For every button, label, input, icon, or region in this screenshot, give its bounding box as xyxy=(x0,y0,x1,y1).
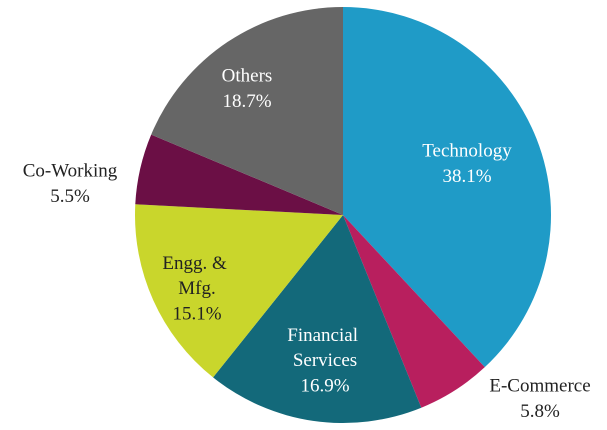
pie-slice xyxy=(151,7,343,215)
slice-label: Financial Services xyxy=(287,325,362,371)
slice-label-line: Co-Working xyxy=(23,161,118,182)
slice-label-line: Financial xyxy=(287,325,362,346)
slice-label: E-Commerce xyxy=(489,376,590,397)
value-label: 16.9% xyxy=(300,375,349,396)
slice-label: Engg. & Mfg. xyxy=(162,253,231,299)
pie-slice xyxy=(343,7,551,368)
value-label: 15.1% xyxy=(172,303,221,324)
slice-label-line: Others xyxy=(222,66,273,87)
slice-label-line: Services xyxy=(293,350,357,371)
slice-label: Others xyxy=(222,66,273,87)
slice-label: Co-Working xyxy=(23,161,118,182)
value-label: 5.5% xyxy=(50,186,90,207)
slice-label: Technology xyxy=(422,141,512,162)
slice-label-line: Mfg. xyxy=(178,278,215,299)
slice-label-line: E-Commerce xyxy=(489,376,590,397)
pie-slice xyxy=(213,215,422,423)
slice-label-line: Technology xyxy=(422,141,512,162)
pie-slice xyxy=(135,134,343,215)
slice-label-line: Engg. & xyxy=(162,253,231,274)
pie-slice xyxy=(343,215,485,408)
value-label: 5.8% xyxy=(520,401,560,422)
value-label: 38.1% xyxy=(442,166,491,187)
value-label: 18.7% xyxy=(222,91,271,112)
pie-slice xyxy=(134,204,343,378)
